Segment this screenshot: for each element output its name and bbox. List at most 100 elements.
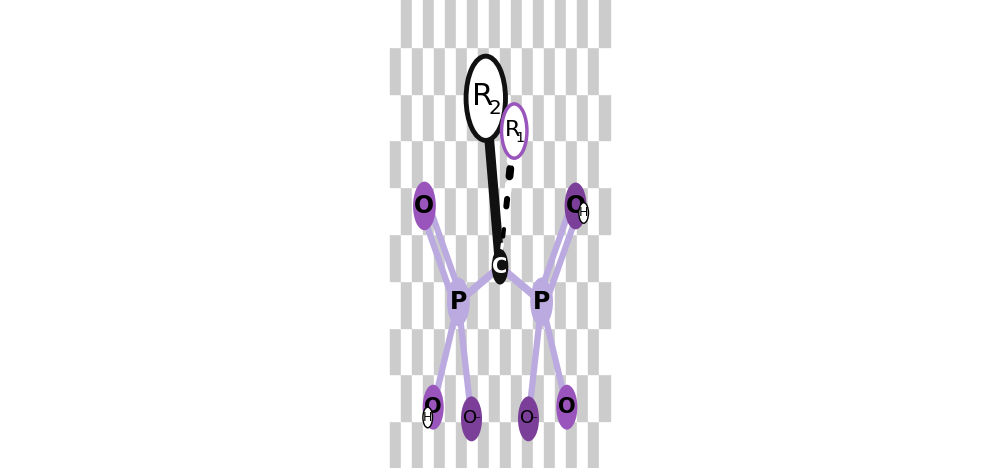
Bar	[434, 0, 445, 47]
Bar	[412, 374, 423, 421]
Bar	[599, 0, 610, 47]
Text: O: O	[566, 194, 586, 218]
Text: O: O	[463, 409, 478, 427]
Bar	[445, 94, 456, 140]
Bar	[467, 0, 478, 47]
Text: R: R	[505, 120, 520, 139]
Bar	[478, 234, 489, 281]
Bar	[412, 281, 423, 328]
Bar	[489, 328, 500, 374]
Bar	[533, 187, 544, 234]
Bar	[401, 421, 412, 468]
Bar	[489, 47, 500, 94]
Bar	[533, 140, 544, 187]
Bar	[401, 0, 412, 47]
Circle shape	[530, 278, 553, 326]
Circle shape	[556, 385, 577, 430]
Bar	[467, 374, 478, 421]
Bar	[522, 0, 533, 47]
Bar	[390, 328, 401, 374]
Circle shape	[461, 396, 482, 441]
Bar	[599, 374, 610, 421]
Bar	[566, 374, 577, 421]
Bar	[401, 281, 412, 328]
Text: C: C	[492, 257, 508, 277]
Text: O: O	[520, 409, 534, 427]
Bar	[478, 0, 489, 47]
Bar	[544, 421, 555, 468]
Bar	[467, 140, 478, 187]
Bar	[544, 0, 555, 47]
Bar	[533, 234, 544, 281]
Bar	[423, 140, 434, 187]
Bar	[533, 374, 544, 421]
Text: 2: 2	[488, 99, 501, 118]
Text: ⁻: ⁻	[530, 414, 537, 428]
Bar	[401, 234, 412, 281]
Bar	[434, 234, 445, 281]
Bar	[566, 94, 577, 140]
Bar	[390, 47, 401, 94]
Bar	[478, 421, 489, 468]
Bar	[522, 187, 533, 234]
Bar	[401, 374, 412, 421]
Bar	[467, 234, 478, 281]
Bar	[401, 47, 412, 94]
Bar	[533, 94, 544, 140]
Bar	[456, 187, 467, 234]
Bar	[566, 421, 577, 468]
Bar	[423, 328, 434, 374]
Bar	[588, 47, 599, 94]
Bar	[599, 187, 610, 234]
Bar	[599, 328, 610, 374]
Bar	[467, 94, 478, 140]
Bar	[412, 0, 423, 47]
Bar	[445, 187, 456, 234]
Bar	[577, 374, 588, 421]
Bar	[478, 140, 489, 187]
Bar	[588, 328, 599, 374]
Bar	[522, 234, 533, 281]
Bar	[511, 374, 522, 421]
Bar	[533, 0, 544, 47]
Bar	[467, 47, 478, 94]
Bar	[522, 374, 533, 421]
Bar	[445, 421, 456, 468]
Bar	[434, 140, 445, 187]
Bar	[456, 328, 467, 374]
Bar	[456, 94, 467, 140]
Text: O: O	[424, 397, 442, 417]
Bar	[412, 421, 423, 468]
Bar	[511, 0, 522, 47]
Bar	[555, 234, 566, 281]
Bar	[577, 187, 588, 234]
Bar	[544, 374, 555, 421]
Bar	[412, 328, 423, 374]
Circle shape	[423, 407, 433, 428]
Bar	[555, 328, 566, 374]
Bar	[478, 47, 489, 94]
Bar	[588, 187, 599, 234]
Bar	[489, 187, 500, 234]
Bar	[577, 281, 588, 328]
Bar	[412, 234, 423, 281]
Bar	[445, 47, 456, 94]
Bar	[434, 187, 445, 234]
Circle shape	[502, 104, 527, 158]
Bar	[544, 328, 555, 374]
Bar	[489, 421, 500, 468]
Text: H: H	[579, 206, 588, 219]
Bar	[401, 328, 412, 374]
Bar	[522, 281, 533, 328]
Bar	[390, 234, 401, 281]
Bar	[566, 234, 577, 281]
Bar	[555, 281, 566, 328]
Bar	[500, 47, 511, 94]
Bar	[566, 47, 577, 94]
Bar	[478, 94, 489, 140]
Text: O: O	[414, 194, 434, 218]
Bar	[423, 47, 434, 94]
Bar	[390, 187, 401, 234]
Bar	[511, 281, 522, 328]
Bar	[467, 421, 478, 468]
